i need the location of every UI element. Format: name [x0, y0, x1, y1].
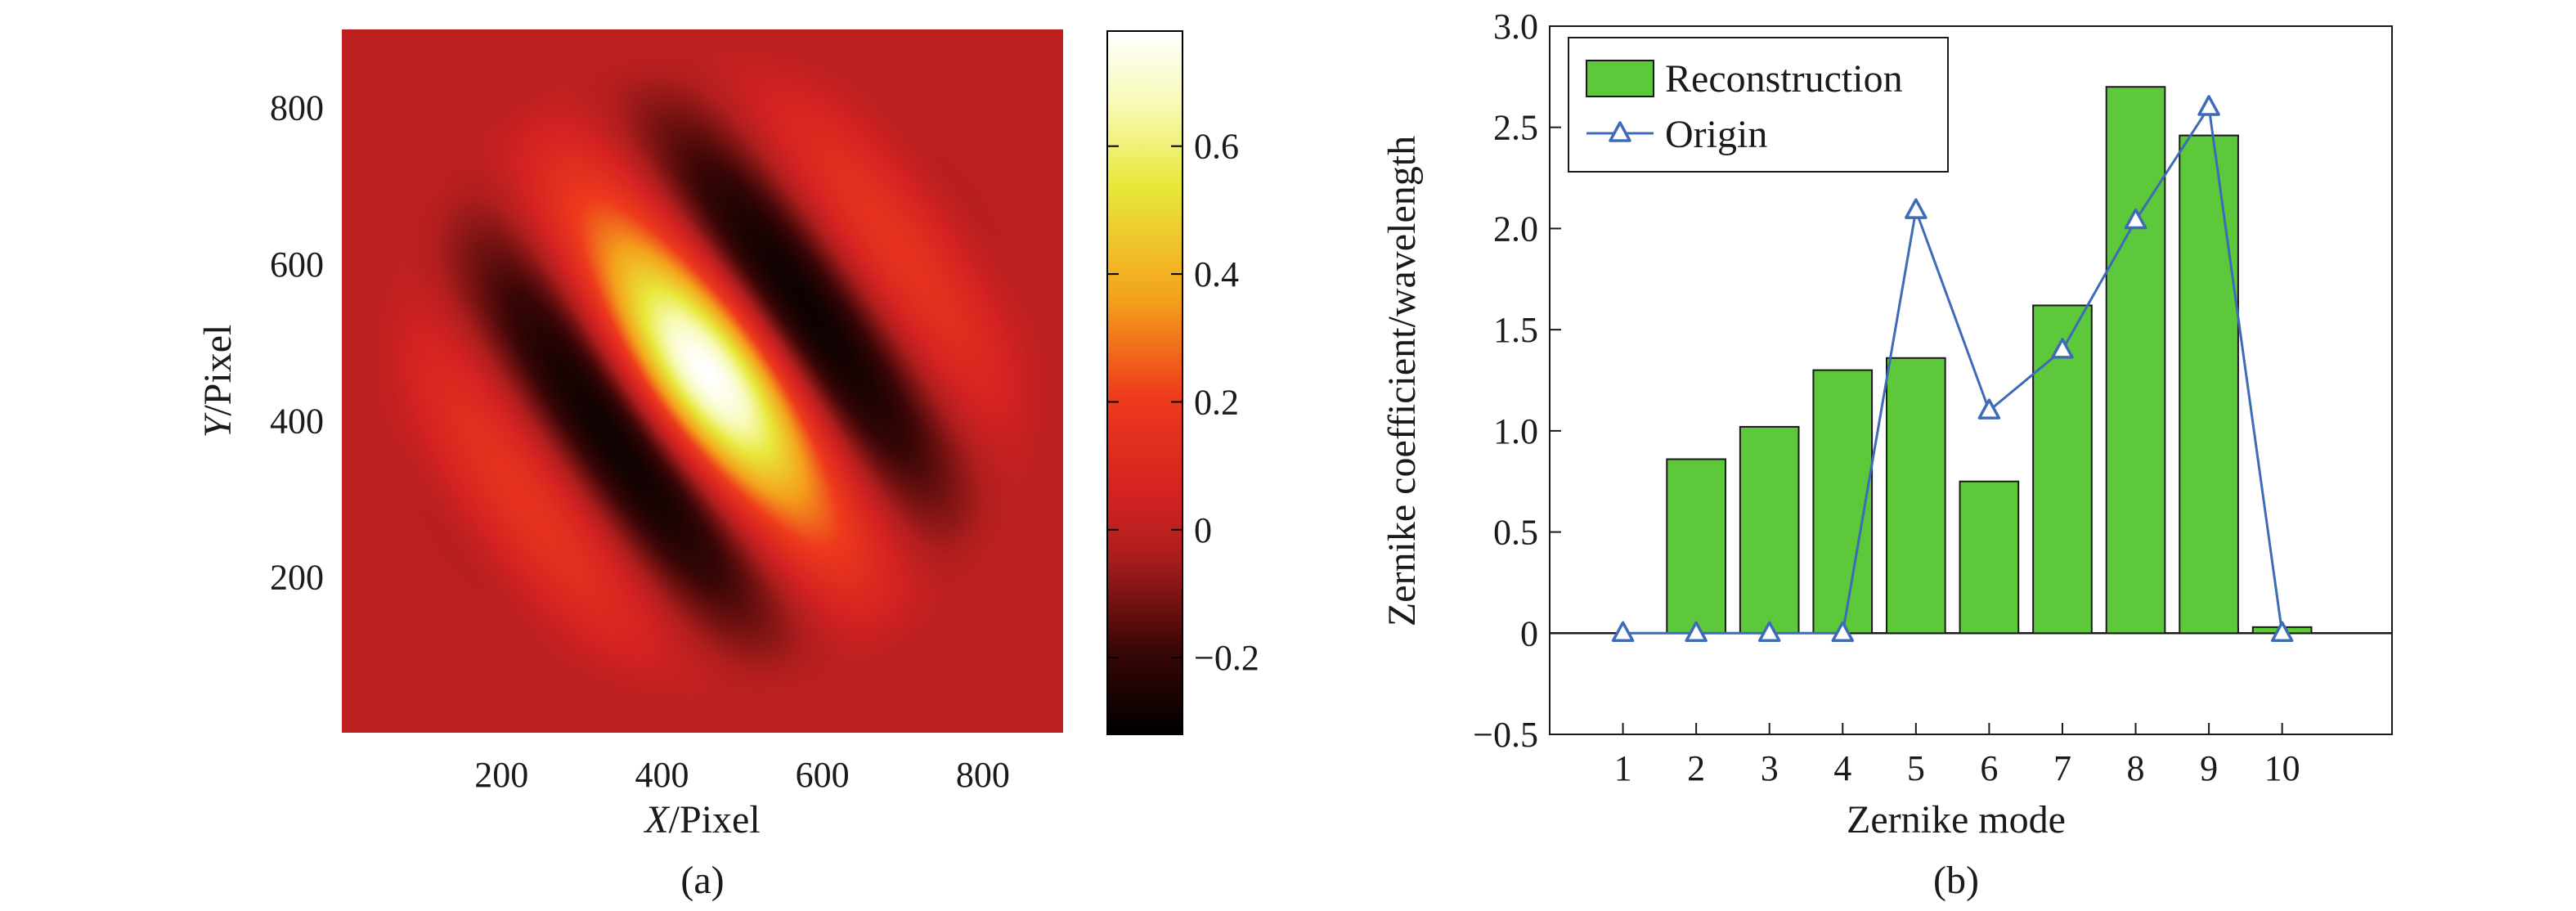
- colorbar-tick-label: 0.6: [1194, 127, 1239, 167]
- bar-x-tick-label: 4: [1833, 748, 1851, 788]
- bar-reconstruction-mode-2: [1666, 458, 1726, 635]
- panel-label-a: (a): [680, 859, 724, 902]
- origin-line: [1622, 103, 2284, 635]
- colorbar-tick-label: 0.4: [1194, 254, 1239, 294]
- bar-y-tick-label: 2.5: [1493, 108, 1538, 148]
- origin-series: [1611, 95, 2294, 643]
- heatmap-x-tick-label: 200: [474, 755, 528, 795]
- bar-reconstruction-mode-7: [2032, 304, 2093, 635]
- origin-marker-mode-3: [1757, 621, 1781, 643]
- bar-reconstruction-mode-9: [2179, 134, 2239, 635]
- origin-marker-mode-2: [1685, 621, 1708, 643]
- heatmap-y-tick-label: 200: [270, 558, 324, 598]
- legend-label-reconstruction: Reconstruction: [1665, 57, 1903, 101]
- heatmap-x-ticks: 200 400 600 800: [474, 755, 1010, 795]
- bar-y-tick-label: 0: [1520, 613, 1538, 653]
- bar-x-tick-label: 5: [1907, 748, 1925, 788]
- heatmap-y-tick-label: 600: [270, 245, 324, 285]
- plot-frame: [1549, 25, 2393, 735]
- bar-x-tick-label: 1: [1614, 748, 1632, 788]
- bar-y-axis-label: Zernike coefficient/wavelength: [1380, 136, 1424, 626]
- bar-x-axis-label: Zernike mode: [1847, 798, 2066, 841]
- bar-y-tick-label: 1.0: [1493, 411, 1538, 451]
- colorbar-gradient: [1106, 30, 1183, 735]
- bar-reconstruction-mode-5: [1886, 357, 1946, 635]
- colorbar: 0.6 0.4 0.2 0 −0.2: [1106, 30, 1259, 735]
- origin-marker-mode-8: [2124, 208, 2147, 230]
- heatmap-x-tick-label: 800: [956, 755, 1010, 795]
- bar-x-tick-label: 3: [1761, 748, 1779, 788]
- heatmap-x-axis-label: X/Pixel: [643, 798, 760, 841]
- bar-y-tick-label: 2.0: [1493, 209, 1538, 249]
- legend-label-origin: Origin: [1665, 113, 1767, 156]
- bar-x-tick-label: 10: [2264, 748, 2300, 788]
- bar-reconstruction-mode-8: [2105, 86, 2166, 635]
- origin-marker-mode-10: [2270, 621, 2294, 643]
- bar-y-ticks: −0.5 0 0.5 1.0 1.5 2.0 2.5 3.0: [1473, 7, 1561, 755]
- panel-label-b: (b): [1933, 859, 1979, 902]
- bar-y-tick-label: 1.5: [1493, 310, 1538, 350]
- bar-y-tick-label: 3.0: [1493, 7, 1538, 47]
- bar-reconstruction-mode-4: [1812, 369, 1874, 635]
- origin-marker-mode-5: [1905, 198, 1928, 219]
- bar-x-tick-label: 9: [2200, 748, 2218, 788]
- bar-reconstruction-mode-6: [1959, 480, 2020, 635]
- heatmap-panel: 200 400 600 800 200 400 600 800 X/Pixel Y/Pixe…: [196, 29, 1259, 902]
- bar-x-tick-label: 2: [1687, 748, 1705, 788]
- legend-marker-origin: [1609, 121, 1631, 142]
- origin-marker-mode-7: [2051, 338, 2074, 359]
- bar-y-tick-label: 0.5: [1493, 513, 1538, 553]
- origin-marker-mode-4: [1831, 621, 1855, 643]
- bar-x-tick-label: 7: [2053, 748, 2071, 788]
- origin-marker-mode-9: [2197, 95, 2220, 116]
- heatmap-y-tick-label: 400: [270, 401, 324, 441]
- legend-swatch-reconstruction: [1586, 60, 1654, 97]
- bar-chart-panel: −0.5 0 0.5 1.0 1.5 2.0 2.5 3.0 1 2 3 4 5 6 7 8 9 10 Reco…: [1380, 7, 2393, 902]
- colorbar-ticks: 0.6 0.4 0.2 0 −0.2: [1107, 127, 1259, 678]
- heatmap-image: [342, 29, 1063, 733]
- heatmap-x-tick-label: 400: [635, 755, 689, 795]
- legend: Reconstruction Origin: [1568, 37, 1949, 173]
- colorbar-tick-label: 0.2: [1194, 382, 1239, 422]
- bar-x-tick-label: 6: [1980, 748, 1998, 788]
- heatmap-y-axis-label: Y/Pixel: [196, 325, 240, 438]
- bar-x-tick-label: 8: [2127, 748, 2145, 788]
- bar-x-ticks: 1 2 3 4 5 6 7 8 9 10: [1614, 723, 2300, 788]
- heatmap-y-tick-label: 800: [270, 88, 324, 128]
- origin-marker-mode-6: [1977, 398, 2001, 420]
- colorbar-tick-label: −0.2: [1194, 638, 1259, 678]
- heatmap-y-ticks: 200 400 600 800: [270, 88, 324, 598]
- origin-marker-mode-1: [1611, 621, 1635, 643]
- bar-y-tick-label: −0.5: [1473, 715, 1538, 755]
- colorbar-tick-label: 0: [1194, 510, 1212, 550]
- bars: [1666, 86, 2313, 635]
- heatmap-x-tick-label: 600: [796, 755, 850, 795]
- bar-reconstruction-mode-3: [1739, 425, 1800, 635]
